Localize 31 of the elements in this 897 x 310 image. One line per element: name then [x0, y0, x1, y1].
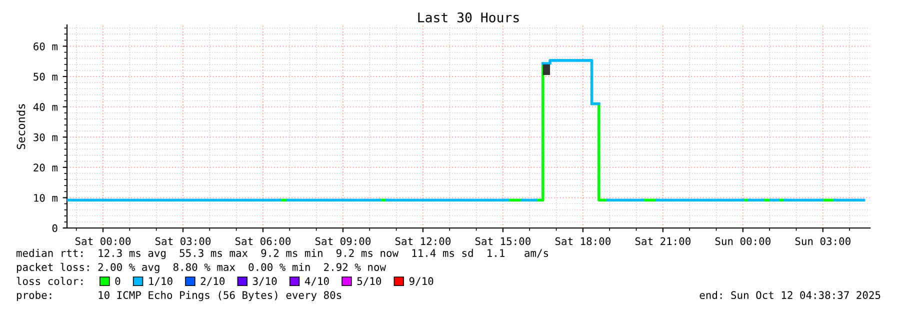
legend-label: 4/10: [304, 277, 329, 286]
chart-title: Last 30 Hours: [418, 12, 519, 22]
legend-label: 3/10: [252, 277, 277, 286]
x-tick-label: Sun 03:00: [795, 237, 850, 246]
legend-label: 0: [115, 277, 120, 286]
y-tick-label: 30 m: [34, 133, 58, 142]
legend-title: loss color:: [16, 276, 82, 286]
x-tick-label: Sat 12:00: [395, 237, 450, 246]
y-tick-label: 0: [52, 224, 58, 232]
text: end: Sun Oct 12 04:38:37 2025: [700, 290, 880, 300]
x-tick-label: Sat 21:00: [635, 237, 690, 246]
x-tick-label: Sun 00:00: [715, 237, 770, 246]
text: packet loss: 2.00 % avg 8.80 % max 0.00 % min 2.92 % now: [16, 262, 386, 274]
x-tick-label: Sat 18:00: [555, 237, 610, 246]
y-tick-label: 50 m: [34, 72, 58, 81]
x-tick-label: Sat 09:00: [315, 237, 371, 246]
x-tick-label: Sat 00:00: [75, 237, 131, 246]
y-tick-label: 20 m: [34, 164, 58, 172]
text: probe: 10 ICMP Echo Pings (56 Bytes) every 80s: [16, 290, 342, 302]
y-axis-title: Seconds: [16, 104, 26, 150]
legend-label: 5/10: [357, 277, 382, 286]
x-tick-label: Sat 06:00: [235, 237, 291, 246]
text: median rtt: 12.3 ms avg 55.3 ms max 9.2 ms min 9.2 ms now 11.4 ms sd 1.1 am/s: [16, 248, 548, 260]
legend-label: 9/10: [409, 277, 434, 286]
y-tick-label: 60 m: [34, 42, 58, 50]
y-tick-label: 10 m: [34, 194, 58, 202]
x-tick-label: Sat 03:00: [155, 237, 211, 246]
legend-label: 2/10: [200, 277, 225, 286]
legend-label: 1/10: [149, 277, 172, 286]
x-tick-label: Sat 15:00: [475, 237, 530, 246]
y-tick-label: 40 m: [33, 103, 58, 111]
